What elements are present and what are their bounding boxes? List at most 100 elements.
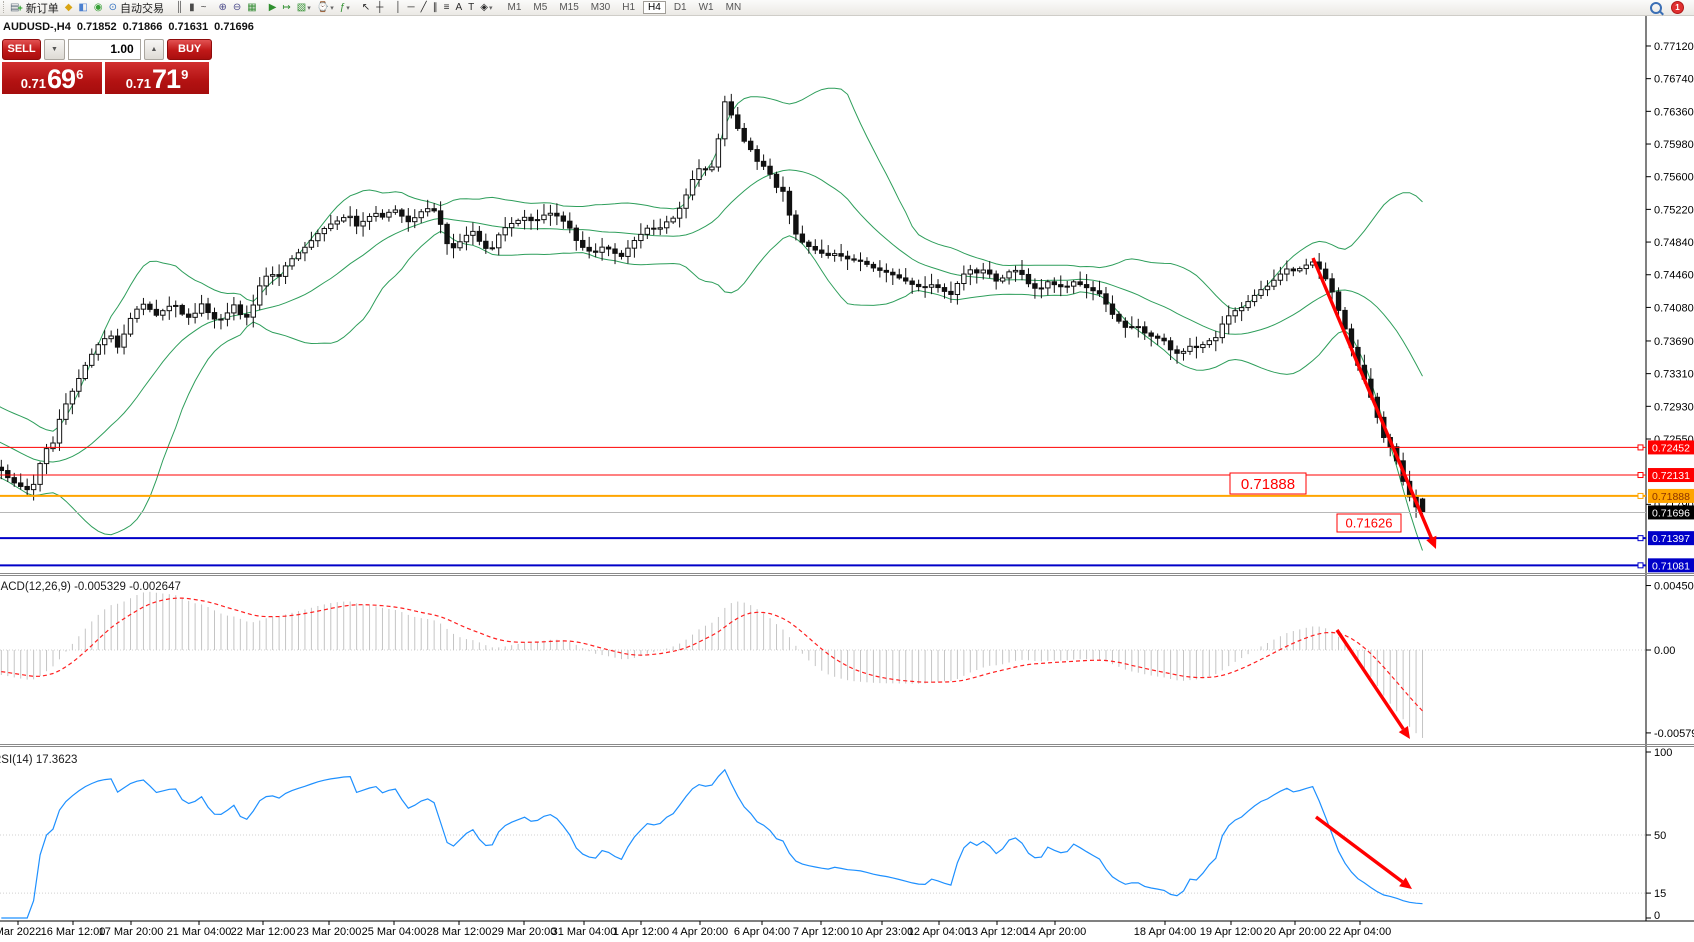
candlestick-chart-icon[interactable]: ▮ — [187, 1, 197, 14]
bid-price[interactable]: 0.71 69 6 — [2, 62, 102, 94]
candle-up — [37, 463, 43, 485]
line-handle[interactable] — [1637, 472, 1644, 479]
sell-button[interactable]: SELL — [2, 39, 42, 60]
time-axis-label: 6 Apr 04:00 — [734, 926, 790, 938]
volume-increase-button[interactable]: ▲ — [143, 39, 165, 60]
candle-down — [1161, 337, 1167, 342]
fibonacci-icon[interactable]: ≡ — [442, 1, 452, 14]
candle-down — [773, 173, 780, 188]
notification-badge[interactable]: 1 — [1671, 1, 1684, 14]
trend-arrow-macd[interactable] — [1335, 629, 1410, 739]
candle-up — [334, 220, 340, 225]
channel-icon[interactable]: ∥ — [431, 1, 440, 14]
timeframe-h1[interactable]: H1 — [622, 2, 636, 13]
time-axis-label: 17 Mar 20:00 — [99, 926, 164, 938]
candle-down — [24, 485, 30, 491]
time-axis-label: 21 Mar 04:00 — [167, 926, 232, 938]
trendline-icon[interactable]: ╱ — [419, 1, 429, 14]
line-chart-icon[interactable]: ~ — [199, 1, 209, 14]
candle-down — [11, 477, 17, 484]
candle-up — [689, 179, 696, 196]
new-order-icon: ▤ — [10, 2, 20, 13]
autotrade-icon[interactable]: ⊙ 自动交易 — [107, 1, 166, 15]
candle-up — [308, 240, 315, 248]
timeframe-clock-icon[interactable]: ⌚ ▾ — [315, 1, 336, 14]
chart-shift-icon[interactable]: ↦ — [280, 1, 292, 14]
new-chart-icon[interactable]: ▧ ▾ — [295, 1, 313, 14]
candle-up — [1245, 301, 1251, 309]
volume-decrease-button[interactable]: ▼ — [44, 39, 65, 60]
candle-down — [586, 246, 592, 252]
line-handle[interactable] — [1637, 562, 1644, 569]
shapes-icon[interactable]: ◈ ▾ — [478, 1, 494, 14]
horizontal-line-icon[interactable]: ─ — [406, 1, 417, 14]
candle-down — [735, 114, 741, 129]
timeframe-m1[interactable]: M1 — [507, 2, 522, 13]
line-handle[interactable] — [1637, 444, 1644, 451]
time-axis-label: 22 Mar 12:00 — [231, 926, 296, 938]
timeframe-m15[interactable]: M15 — [559, 2, 579, 13]
arrow-shaft[interactable] — [1314, 815, 1404, 884]
layouts-icon[interactable]: ◆ — [63, 1, 75, 14]
trend-arrow-main[interactable] — [1311, 257, 1437, 549]
indicators-icon[interactable]: ƒ ▾ — [338, 1, 352, 14]
line-handle[interactable] — [1637, 492, 1644, 499]
time-axis-label: 10 Apr 23:00 — [851, 926, 913, 938]
candle-up — [347, 215, 353, 219]
timeframe-m5[interactable]: M5 — [533, 2, 548, 13]
vertical-line-icon[interactable]: │ — [393, 1, 403, 14]
timeframe-mn[interactable]: MN — [725, 2, 742, 13]
fibonacci-icon: ≡ — [443, 2, 450, 13]
volume-input[interactable]: 1.00 — [67, 39, 141, 60]
bollinger-upper-band — [0, 87, 1423, 432]
tile-windows-icon[interactable]: ▦ — [245, 1, 258, 14]
rsi-axis-label: 0 — [1654, 910, 1660, 922]
arrow-head[interactable] — [1399, 877, 1412, 889]
candle-down — [276, 274, 282, 277]
price-axis-tick-label: 0.75980 — [1654, 139, 1694, 151]
metaeditor-icon: ◧ — [78, 2, 88, 13]
price-callout-box[interactable] — [1336, 513, 1402, 533]
price-axis-tick-label: 0.73690 — [1654, 336, 1694, 348]
candle-down — [114, 335, 121, 348]
zoom-in-icon[interactable]: ⊕ — [216, 1, 228, 14]
candle-up — [463, 234, 470, 243]
trend-arrow-rsi[interactable] — [1314, 815, 1412, 889]
new-order-icon[interactable]: ▤ + 新订单 — [8, 1, 61, 15]
candle-down — [851, 258, 857, 261]
candle-up — [638, 233, 644, 242]
search-icon[interactable] — [1650, 1, 1662, 14]
signals-icon[interactable]: ◉ — [92, 1, 105, 14]
candle-up — [831, 253, 838, 256]
time-axis-label: 22 Apr 04:00 — [1329, 926, 1391, 938]
metaeditor-icon[interactable]: ◧ — [76, 1, 89, 14]
candle-down — [605, 246, 612, 250]
candle-up — [360, 220, 366, 227]
line-handle[interactable] — [1637, 535, 1644, 542]
text-icon[interactable]: A — [454, 1, 465, 14]
auto-scroll-icon[interactable]: ▶ — [267, 1, 279, 14]
timeframe-m30[interactable]: M30 — [590, 2, 611, 13]
candle-up — [1187, 345, 1193, 352]
zoom-out-icon[interactable]: ⊖ — [231, 1, 243, 14]
timeframe-w1[interactable]: W1 — [698, 2, 714, 13]
price-callout-box[interactable] — [1229, 472, 1307, 495]
candle-up — [257, 285, 263, 306]
price-callout[interactable]: 0.71888 — [1229, 472, 1307, 495]
arrow-shaft[interactable] — [1311, 257, 1433, 539]
time-axis-label: 19 Apr 12:00 — [1200, 926, 1262, 938]
chevron-down-icon: ▾ — [330, 4, 334, 12]
label-icon[interactable]: T — [466, 1, 476, 14]
cursor-icon[interactable]: ↖ — [360, 1, 372, 14]
crosshair-icon[interactable]: ┼ — [374, 1, 385, 14]
price-callout[interactable]: 0.71626 — [1336, 513, 1402, 533]
arrow-head[interactable] — [1398, 725, 1410, 739]
buy-button[interactable]: BUY — [167, 39, 213, 60]
bar-chart-icon[interactable]: ║ — [174, 1, 185, 14]
arrow-shaft[interactable] — [1335, 629, 1405, 730]
arrow-head[interactable] — [1426, 535, 1437, 549]
timeframe-d1[interactable]: D1 — [673, 2, 687, 13]
timeframe-h4[interactable]: H4 — [643, 1, 666, 14]
ask-price[interactable]: 0.71 71 9 — [105, 62, 209, 94]
